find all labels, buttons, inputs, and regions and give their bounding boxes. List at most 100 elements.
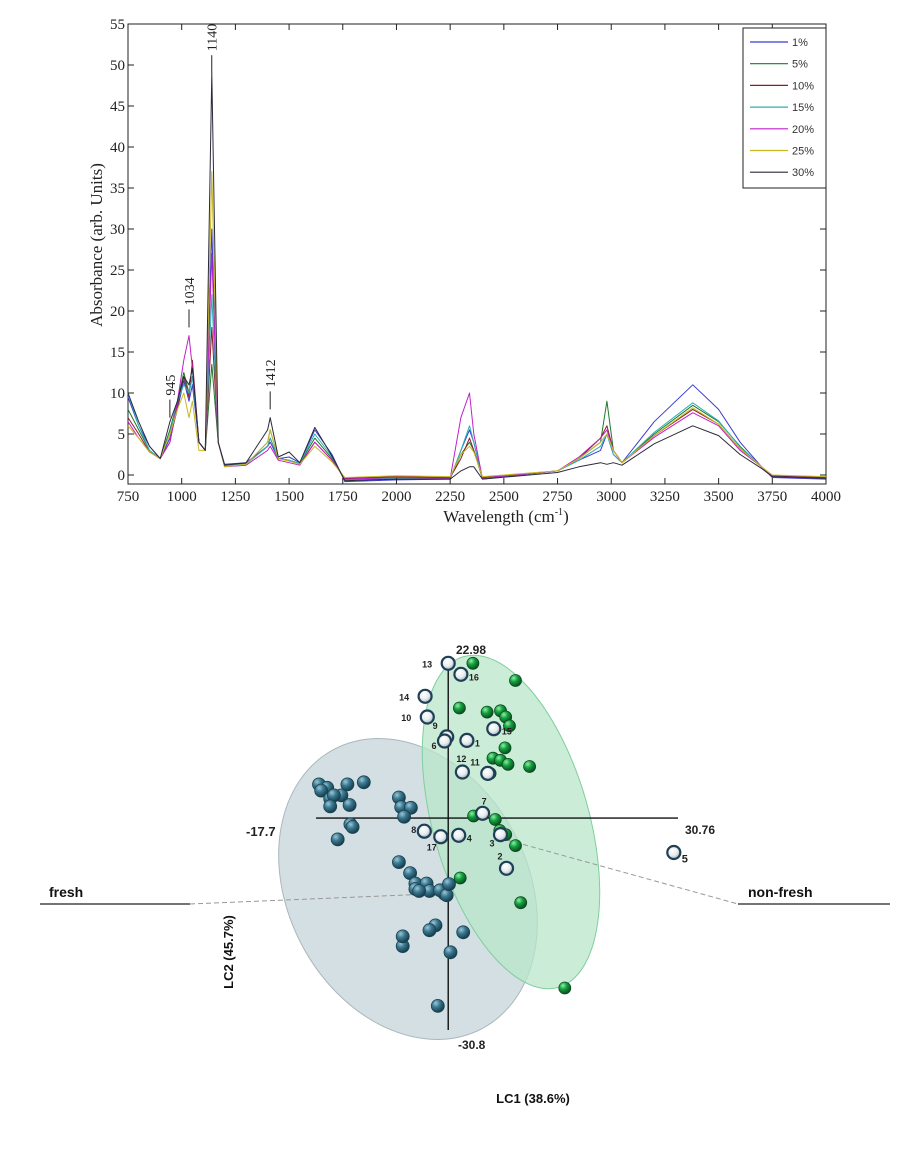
y-tick-label: 25 [110,263,125,279]
fresh-point [422,923,437,938]
score-points: 13 16 14 10 9 6 1 15 12 11 7 8 17 4 32 5 [312,655,688,1013]
y-tick-label: 5 [118,427,126,443]
direction-lines [40,837,890,905]
numbered-sample-point [453,666,469,682]
numbered-sample-point [475,805,491,821]
fresh-dashed-line [189,893,431,905]
plot-frame [127,23,827,485]
numbered-sample-point [454,764,470,780]
sample-label-11: 11 [470,757,480,767]
numbered-sample-point [419,709,435,725]
fresh-point [412,884,427,898]
y-tick-label: 55 [110,17,125,33]
series-line-30pct [127,72,827,482]
y-tick-label: 40 [110,140,125,156]
x-tick-label: 3500 [704,489,734,505]
y-tick-label: 50 [110,58,125,74]
numbered-sample-point [451,827,467,843]
peak-label-945: 945 [164,375,179,396]
numbered-sample-point [498,860,515,876]
numbered-sample-point [480,765,496,782]
non-fresh-point [503,719,516,733]
numbered-sample-point [417,688,433,704]
y-tick-labels: 0 5 10 15 20 25 30 35 40 45 50 55 [110,17,826,484]
sample-label-2: 2 [497,851,502,861]
lc1-axis-title: LC1 (38.6%) [496,1091,570,1106]
non-fresh-dashed-line [499,837,739,905]
non-fresh-point [453,871,467,885]
x-axis-title: Wavelength (cm-1) [443,507,568,526]
y-tick-label: 30 [110,222,125,238]
y-tick-label: 20 [110,304,125,320]
sample-label-9: 9 [433,721,438,731]
x-tick-label: 4000 [811,489,841,505]
fresh-point [430,999,445,1013]
lc2-axis-title: LC2 (45.7%) [221,915,236,989]
x-tick-label: 1750 [328,489,358,505]
y-tick-label: 35 [110,181,125,197]
non-fresh-point [509,839,522,852]
numbered-sample-point [436,733,453,749]
lc-score-plot: 13 16 14 10 9 6 1 15 12 11 7 8 17 4 32 5 -17.7 30.76 22… [40,643,890,1106]
x-tick-label: 3000 [596,489,626,505]
fresh-point [439,888,454,903]
numbered-sample-point [440,655,456,671]
cluster-ellipses [278,654,601,1040]
legend-entry: 15% [792,102,814,114]
legend-entry: 10% [792,80,814,92]
non-fresh-point [452,701,466,715]
y-tick-label: 10 [110,386,125,402]
sample-label-3: 3 [489,839,494,849]
sample-label-6: 6 [431,741,436,751]
numbered-sample-point [433,829,449,845]
x-tick-label: 2000 [381,489,411,505]
ftir-spectra-chart: 750 1000 1250 1500 1750 2000 2250 2500 2750 3000 3… [87,17,841,526]
sample-label-15: 15 [502,727,512,737]
fresh-point [356,775,371,790]
non-fresh-point [501,758,515,771]
legend-entry: 30% [792,167,814,179]
y-tick-label: 45 [110,99,125,115]
y-tick-label: 0 [118,468,126,484]
fresh-point [456,925,471,940]
y-axis-title: Absorbance (arb. Units) [87,163,106,327]
fresh-point [330,832,345,847]
y-axis-min-label: -30.8 [458,1038,486,1052]
sample-label-12: 12 [456,754,466,764]
x-tick-label: 2750 [543,489,573,505]
fresh-point [395,929,410,944]
peak-label-1140: 1140 [206,24,221,51]
non-fresh-point [523,760,536,773]
x-tick-label: 1500 [274,489,304,505]
spectra-plot-area [127,23,827,485]
sample-label-7: 7 [482,796,487,806]
non-fresh-point [498,741,512,755]
series-line-20pct [127,253,827,480]
peak-label-1412: 1412 [264,359,279,387]
y-axis-max-label: 22.98 [456,643,486,657]
numbered-sample-point [486,721,502,737]
numbered-sample-point [666,844,682,861]
sample-label-13: 13 [422,659,432,669]
fresh-point [323,799,338,814]
series-line-1pct [127,228,827,483]
numbered-sample-point [492,826,509,843]
non-fresh-point [509,674,522,687]
x-tick-labels: 750 1000 1250 1500 1750 2000 2250 2500 2750 3000 3… [117,24,841,505]
non-fresh-point [558,981,572,995]
x-axis-min-label: -17.7 [246,824,276,839]
legend-entry: 1% [792,37,808,49]
sample-label-1: 1 [475,738,480,748]
fresh-point [342,798,357,812]
x-tick-label: 2500 [489,489,519,505]
x-tick-label: 1000 [167,489,197,505]
fresh-point [397,809,412,824]
numbered-sample-point [459,732,475,749]
x-tick-label: 3250 [650,489,680,505]
x-tick-label: 3750 [757,489,787,505]
peak-label-1034: 1034 [183,277,198,305]
peak-annotations: 945 1034 1140 1412 [164,24,279,418]
sample-label-14: 14 [399,692,409,702]
sample-label-16: 16 [469,672,479,682]
series-line-25pct [127,171,827,478]
